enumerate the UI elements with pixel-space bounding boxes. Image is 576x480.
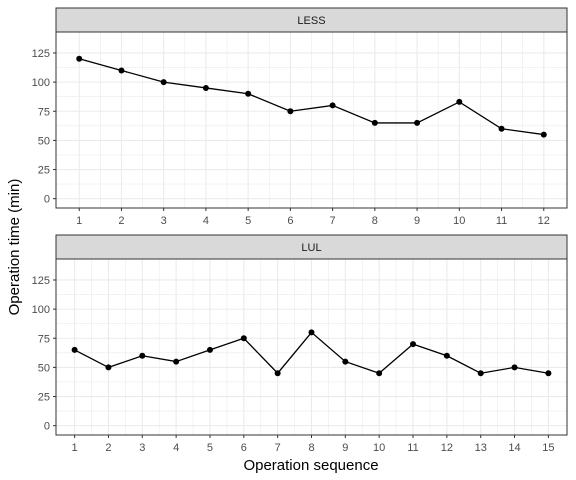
data-point bbox=[511, 364, 518, 371]
x-tick-label: 4 bbox=[203, 215, 209, 227]
x-tick-label: 8 bbox=[308, 442, 314, 454]
facet-strip-label: LESS bbox=[297, 15, 325, 27]
facet-strip bbox=[55, 234, 568, 260]
data-point bbox=[287, 108, 294, 115]
y-tick-label: 25 bbox=[38, 165, 50, 177]
data-point bbox=[118, 67, 125, 74]
data-point bbox=[245, 90, 252, 97]
y-tick-label: 75 bbox=[38, 333, 50, 345]
x-tick-label: 6 bbox=[287, 215, 293, 227]
y-tick-label: 0 bbox=[44, 194, 50, 206]
x-tick-label: 15 bbox=[542, 442, 554, 454]
data-point bbox=[206, 346, 213, 353]
data-point bbox=[173, 358, 180, 365]
data-point bbox=[410, 341, 417, 348]
data-point bbox=[240, 335, 247, 342]
data-point bbox=[498, 125, 505, 132]
data-point bbox=[202, 84, 209, 91]
x-tick-label: 9 bbox=[414, 215, 420, 227]
x-tick-label: 1 bbox=[76, 215, 82, 227]
x-tick-label: 7 bbox=[330, 215, 336, 227]
data-point bbox=[414, 119, 421, 126]
y-tick-label: 50 bbox=[38, 135, 50, 147]
y-tick-label: 75 bbox=[38, 106, 50, 118]
data-point bbox=[371, 119, 378, 126]
x-tick-label: 5 bbox=[207, 442, 213, 454]
x-tick-label: 3 bbox=[161, 215, 167, 227]
x-tick-label: 2 bbox=[118, 215, 124, 227]
x-tick-label: 11 bbox=[496, 215, 507, 227]
y-axis-title: Operation time (min) bbox=[6, 179, 23, 316]
data-point bbox=[308, 329, 315, 336]
data-point bbox=[456, 98, 463, 105]
y-tick-label: 50 bbox=[38, 362, 50, 374]
x-tick-label: 2 bbox=[105, 442, 111, 454]
data-point bbox=[477, 370, 484, 377]
data-point bbox=[376, 370, 383, 377]
data-point bbox=[76, 55, 83, 62]
data-point bbox=[139, 352, 146, 359]
x-tick-label: 14 bbox=[508, 442, 520, 454]
x-axis-title: Operation sequence bbox=[243, 457, 378, 474]
facet-strip bbox=[55, 7, 568, 33]
x-tick-label: 4 bbox=[173, 442, 179, 454]
y-tick-label: 125 bbox=[32, 275, 50, 287]
x-tick-label: 9 bbox=[342, 442, 348, 454]
y-tick-label: 25 bbox=[38, 392, 50, 404]
series-line bbox=[79, 58, 544, 136]
data-point bbox=[443, 352, 450, 359]
x-tick-label: 12 bbox=[538, 215, 550, 227]
y-tick-label: 100 bbox=[32, 304, 50, 316]
data-point bbox=[274, 370, 281, 377]
y-tick-label: 0 bbox=[44, 421, 50, 433]
data-point bbox=[105, 364, 112, 371]
x-tick-label: 11 bbox=[407, 442, 418, 454]
x-tick-label: 5 bbox=[245, 215, 251, 227]
facet-strip-label: LUL bbox=[301, 242, 321, 254]
x-tick-label: 3 bbox=[139, 442, 145, 454]
data-point bbox=[160, 79, 167, 86]
x-tick-label: 8 bbox=[372, 215, 378, 227]
data-point bbox=[71, 346, 78, 353]
x-tick-label: 13 bbox=[475, 442, 487, 454]
x-tick-label: 6 bbox=[241, 442, 247, 454]
data-point bbox=[545, 370, 552, 377]
x-tick-label: 10 bbox=[453, 215, 465, 227]
x-tick-label: 1 bbox=[72, 442, 78, 454]
data-point bbox=[329, 102, 336, 109]
x-tick-label: 10 bbox=[373, 442, 385, 454]
y-tick-label: 100 bbox=[32, 77, 50, 89]
x-tick-label: 12 bbox=[441, 442, 453, 454]
data-point bbox=[342, 358, 349, 365]
data-point bbox=[540, 131, 547, 138]
x-tick-label: 7 bbox=[275, 442, 281, 454]
y-tick-label: 125 bbox=[32, 48, 50, 60]
